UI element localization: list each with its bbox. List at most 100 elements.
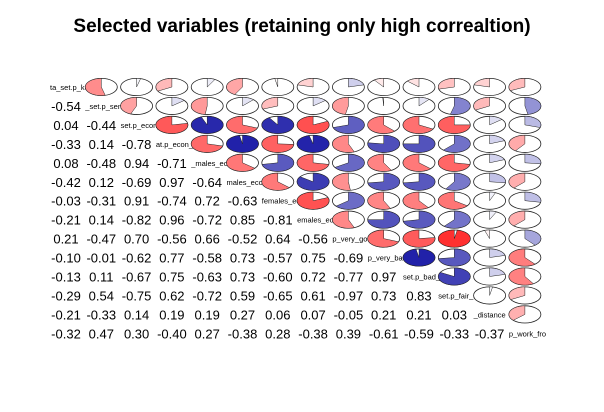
- correlation-pie-slice: [120, 97, 137, 115]
- correlation-pie-slice: [508, 286, 526, 300]
- correlation-value: 0.03: [442, 307, 467, 322]
- correlation-value: 0.61: [300, 288, 325, 303]
- correlation-pie-slice: [524, 191, 542, 203]
- correlation-value: -0.32: [51, 326, 81, 341]
- correlation-pie-slice: [190, 97, 208, 115]
- correlation-value: 0.04: [53, 118, 78, 133]
- correlation-value: -0.61: [369, 326, 399, 341]
- correlation-value: 0.19: [159, 307, 184, 322]
- variable-label: emales_ec: [297, 216, 334, 225]
- correlation-pie-slice: [402, 134, 436, 153]
- correlation-value: -0.81: [263, 213, 293, 228]
- correlation-value: -0.21: [51, 307, 81, 322]
- correlation-value: 0.11: [89, 270, 113, 285]
- correlation-value: 0.14: [89, 213, 114, 228]
- correlation-pie-slice: [402, 248, 436, 267]
- correlation-value: -0.33: [51, 137, 81, 152]
- correlation-pie-slice: [438, 191, 468, 210]
- correlation-value: -0.60: [263, 270, 293, 285]
- correlation-pie-slice: [508, 210, 526, 227]
- correlation-pie-slice: [332, 116, 365, 134]
- correlation-pie-slice: [489, 134, 505, 145]
- correlation-value: 0.91: [124, 194, 149, 209]
- correlation-value: -0.69: [334, 251, 364, 266]
- correlation-pie-slice: [489, 267, 506, 277]
- correlation-value: -0.63: [228, 194, 258, 209]
- correlation-value: 0.14: [89, 137, 114, 152]
- correlation-pie-slice: [382, 97, 384, 106]
- correlation-pie-slice: [367, 116, 396, 134]
- correlation-pie-slice: [524, 97, 542, 115]
- correlation-pie-slice: [261, 153, 295, 172]
- correlation-value: 0.07: [300, 307, 325, 322]
- correlation-pie-slice: [367, 210, 400, 229]
- correlation-value: 0.27: [230, 307, 255, 322]
- correlation-pie-slice: [489, 286, 493, 296]
- correlation-pie-slice: [261, 172, 291, 191]
- correlation-pie-slice: [335, 191, 365, 210]
- correlation-value: 0.14: [124, 307, 149, 322]
- correlation-value: -0.10: [51, 251, 81, 266]
- correlation-value: 0.12: [89, 175, 114, 190]
- correlation-value: 0.28: [265, 326, 290, 341]
- correlation-pie-slice: [190, 116, 224, 134]
- correlation-pie-slice: [402, 172, 436, 191]
- correlation-pie-slice: [297, 78, 314, 88]
- correlation-pie-slice: [242, 97, 254, 107]
- correlation-pie-slice: [296, 116, 330, 134]
- correlation-pie-slice: [226, 116, 258, 134]
- correlation-pie-slice: [418, 97, 430, 107]
- correlation-pie-slice: [296, 134, 330, 153]
- correlation-value: -0.69: [122, 175, 152, 190]
- correlation-value: -0.44: [86, 118, 116, 133]
- correlation-value: -0.31: [86, 194, 116, 209]
- correlation-value: -0.71: [157, 156, 187, 171]
- correlation-value: -0.47: [86, 232, 116, 247]
- correlation-pie-slice: [489, 210, 497, 221]
- correlation-pie-slice: [367, 229, 400, 248]
- correlation-value: -0.77: [334, 270, 364, 285]
- correlation-pie-slice: [332, 210, 355, 229]
- correlation-value: -0.48: [86, 156, 116, 171]
- variable-label: ta_set.p_ko: [50, 83, 89, 92]
- variable-label: _males_ec: [190, 159, 228, 168]
- correlation-pie-slice: [438, 229, 471, 248]
- correlation-pie-slice: [508, 78, 526, 91]
- correlation-pie-slice: [348, 78, 365, 88]
- correlation-pie-slice: [524, 153, 542, 165]
- correlation-value: -0.63: [192, 270, 222, 285]
- correlation-pie-slice: [489, 172, 506, 184]
- correlation-value: -0.29: [51, 288, 81, 303]
- correlation-value: -0.52: [228, 232, 258, 247]
- correlation-pie-slice: [261, 134, 295, 153]
- correlation-value: 0.21: [406, 307, 431, 322]
- correlation-pie-slice: [508, 248, 536, 267]
- correlation-pie-slice: [443, 210, 471, 229]
- correlation-value: 0.21: [53, 232, 78, 247]
- correlation-pie-slice: [489, 248, 506, 258]
- correlation-pie-slice: [524, 116, 542, 128]
- correlation-pie-slice: [367, 172, 400, 191]
- correlation-value: 0.72: [300, 270, 325, 285]
- correlation-value: 0.75: [159, 270, 184, 285]
- correlation-value: 0.66: [195, 232, 220, 247]
- correlation-value: -0.57: [263, 251, 293, 266]
- correlation-pie-slice: [226, 134, 259, 153]
- variable-label: p_very_goo: [332, 235, 371, 244]
- correlation-value: 0.06: [265, 307, 290, 322]
- correlation-pie-slice: [402, 191, 429, 210]
- correlation-pie-slice: [406, 78, 420, 88]
- variable-label: set.p_econ_: [121, 121, 163, 130]
- correlation-pie-slice: [274, 78, 279, 88]
- correlation-pie-slice: [508, 267, 534, 286]
- variable-label: set.p_bad_h: [403, 273, 444, 282]
- correlation-value: 0.85: [230, 213, 255, 228]
- correlation-value: -0.58: [192, 251, 222, 266]
- correlation-value: 0.27: [195, 326, 220, 341]
- correlation-pie-slice: [449, 97, 471, 115]
- chart-title: Selected variables (retaining only high …: [73, 16, 531, 37]
- variable-label: p_very_ba: [368, 254, 404, 263]
- correlation-pie-slice: [296, 172, 330, 191]
- correlation-pie-slice: [332, 172, 351, 191]
